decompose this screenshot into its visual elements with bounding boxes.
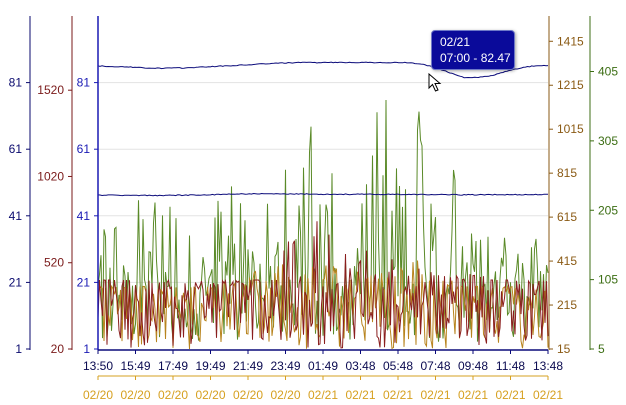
- tooltip-date: 02/21: [440, 35, 471, 49]
- tick-label-left_outer: 1: [15, 342, 22, 356]
- date-tick-label: 02/20: [158, 388, 188, 402]
- x-tick-label: 15:49: [120, 359, 150, 373]
- tick-label-right_inner: 815: [557, 166, 577, 180]
- tick-label-right_inner: 15: [557, 342, 571, 356]
- x-tick-label: 07:48: [420, 359, 450, 373]
- tick-label-left_inner: 1: [83, 342, 90, 356]
- date-tick-label: 02/21: [458, 388, 488, 402]
- date-tick-label: 02/20: [120, 388, 150, 402]
- tick-label-left_mid: 1520: [37, 83, 64, 97]
- tooltip-value: 07:00 - 82.47: [440, 51, 511, 65]
- tick-label-left_mid: 20: [51, 342, 65, 356]
- date-tick-label: 02/20: [233, 388, 263, 402]
- series-layer: [97, 61, 549, 350]
- tick-label-left_outer: 21: [9, 275, 23, 289]
- tick-label-left_inner: 61: [77, 142, 91, 156]
- tick-label-left_outer: 61: [9, 142, 23, 156]
- x-tick-label: 13:50: [83, 359, 113, 373]
- date-tick-label: 02/20: [270, 388, 300, 402]
- series-line-3: [97, 221, 549, 349]
- series-line-0: [97, 61, 549, 79]
- date-tick-label: 02/20: [195, 388, 225, 402]
- x-tick-label: 03:48: [345, 359, 375, 373]
- date-tick-label: 02/21: [495, 388, 525, 402]
- axis-layer: 1214161812052010201520121416181152154156…: [9, 16, 618, 402]
- tick-label-left_outer: 81: [9, 76, 23, 90]
- date-tick-label: 02/21: [533, 388, 563, 402]
- date-tick-label: 02/21: [383, 388, 413, 402]
- tick-label-right_outer: 105: [598, 273, 618, 287]
- tick-label-left_outer: 41: [9, 209, 23, 223]
- tick-label-left_inner: 41: [77, 209, 91, 223]
- tick-label-right_inner: 1015: [557, 122, 584, 136]
- x-tick-label: 01:49: [308, 359, 338, 373]
- x-tick-label: 05:48: [383, 359, 413, 373]
- tick-label-right_outer: 405: [598, 65, 618, 79]
- x-tick-label: 09:48: [458, 359, 488, 373]
- x-tick-label: 21:49: [233, 359, 263, 373]
- tick-label-right_inner: 1215: [557, 78, 584, 92]
- x-tick-label: 19:49: [195, 359, 225, 373]
- tooltip: 02/21 07:00 - 82.47: [431, 30, 515, 70]
- series-line-1: [97, 192, 548, 197]
- tick-label-left_mid: 520: [44, 256, 64, 270]
- date-tick-label: 02/20: [83, 388, 113, 402]
- x-tick-label: 23:49: [270, 359, 300, 373]
- tick-label-right_inner: 1415: [557, 34, 584, 48]
- x-tick-label: 11:48: [496, 359, 525, 373]
- mouse-pointer-icon: [428, 73, 442, 92]
- tick-label-left_inner: 81: [77, 76, 91, 90]
- tick-label-right_inner: 415: [557, 254, 577, 268]
- tick-label-right_outer: 305: [598, 134, 618, 148]
- x-tick-label: 17:49: [158, 359, 188, 373]
- x-tick-label: 13:48: [533, 359, 563, 373]
- date-tick-label: 02/21: [420, 388, 450, 402]
- date-tick-label: 02/21: [308, 388, 338, 402]
- tick-label-right_outer: 205: [598, 203, 618, 217]
- tick-label-right_outer: 5: [598, 342, 605, 356]
- date-tick-label: 02/21: [345, 388, 375, 402]
- series-line-4: [97, 260, 549, 350]
- tick-label-right_inner: 215: [557, 298, 577, 312]
- tick-label-right_inner: 615: [557, 210, 577, 224]
- tick-label-left_inner: 21: [77, 275, 91, 289]
- tick-label-left_mid: 1020: [37, 169, 64, 183]
